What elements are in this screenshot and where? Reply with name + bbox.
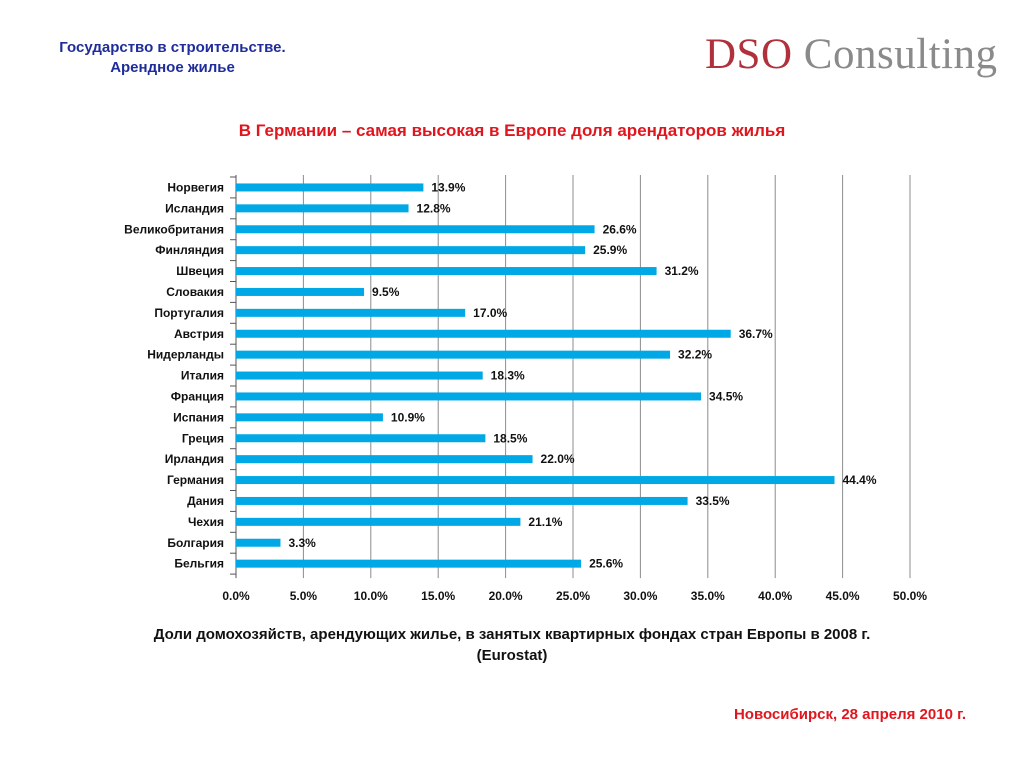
data-label: 22.0% [541, 452, 575, 466]
category-label: Австрия [174, 327, 224, 341]
category-label: Франция [171, 389, 224, 403]
logo-consulting: Consulting [803, 31, 998, 78]
bar [236, 517, 521, 526]
presentation-header: Государство в строительстве. Арендное жи… [0, 38, 345, 78]
category-label: Исландия [165, 201, 224, 215]
category-label: Словакия [166, 285, 224, 299]
data-label: 12.8% [417, 201, 451, 215]
header-line-1: Государство в строительстве. [59, 39, 286, 56]
slide-title: В Германии – самая высокая в Европе доля… [238, 121, 786, 140]
footer-date: Новосибирск, 28 апреля 2010 г. [733, 706, 966, 723]
data-label: 26.6% [603, 222, 637, 236]
category-label: Ирландия [165, 452, 224, 466]
category-label: Греция [182, 431, 224, 445]
category-label: Италия [181, 369, 224, 383]
bar [236, 308, 466, 317]
x-tick-label: 10.0% [354, 589, 388, 603]
x-tick-label: 0.0% [222, 589, 250, 603]
category-label: Португалия [154, 306, 224, 320]
x-tick-label: 25.0% [556, 589, 590, 603]
header-line-2: Арендное жилье [110, 59, 235, 76]
bar [236, 434, 486, 443]
caption-line-1: Доли домохозяйств, арендующих жилье, в з… [153, 626, 871, 643]
bar [236, 246, 586, 255]
dso-consulting-logo: DSO Consulting [705, 30, 998, 79]
bar [236, 287, 365, 296]
category-label: Финляндия [155, 243, 224, 257]
bar [236, 267, 657, 276]
data-label: 25.6% [589, 557, 623, 571]
data-label: 10.9% [391, 410, 425, 424]
category-label: Швеция [176, 264, 224, 278]
logo-dso: DSO [705, 31, 793, 78]
data-label: 18.3% [491, 369, 525, 383]
bar [236, 455, 533, 464]
category-label: Великобритания [124, 222, 224, 236]
bar [236, 559, 582, 568]
data-label: 34.5% [709, 389, 743, 403]
x-tick-label: 15.0% [421, 589, 455, 603]
data-label: 17.0% [473, 306, 507, 320]
category-label: Норвегия [167, 180, 224, 194]
x-tick-label: 35.0% [691, 589, 725, 603]
bar [236, 350, 671, 359]
category-label: Нидерланды [147, 348, 224, 362]
data-label: 32.2% [678, 348, 712, 362]
bar [236, 329, 731, 338]
bar [236, 476, 835, 485]
data-label: 21.1% [528, 515, 562, 529]
data-label: 25.9% [593, 243, 627, 257]
bar [236, 496, 688, 505]
category-label: Германия [167, 473, 224, 487]
data-label: 18.5% [493, 431, 527, 445]
data-label: 36.7% [739, 327, 773, 341]
category-label: Испания [173, 410, 224, 424]
bar [236, 204, 409, 213]
bar [236, 392, 702, 401]
data-label: 9.5% [372, 285, 400, 299]
bar-chart: 0.0% 5.0% 10.0% 15.0% 20.0% 25.0% 30.0% 35.0% 40… [124, 175, 927, 603]
caption-line-2: (Eurostat) [476, 647, 548, 664]
data-label: 44.4% [843, 473, 877, 487]
data-label: 3.3% [288, 536, 316, 550]
x-tick-label: 20.0% [489, 589, 523, 603]
bar [236, 183, 424, 192]
bar [236, 371, 483, 380]
bar [236, 225, 595, 234]
x-tick-label: 40.0% [758, 589, 792, 603]
bar [236, 413, 383, 422]
x-tick-label: 50.0% [893, 589, 927, 603]
category-label: Чехия [188, 515, 224, 529]
chart-caption: Доли домохозяйств, арендующих жилье, в з… [0, 624, 1024, 666]
x-tick-label: 30.0% [623, 589, 657, 603]
data-label: 33.5% [696, 494, 730, 508]
category-label: Дания [187, 494, 224, 508]
category-label: Бельгия [174, 557, 224, 571]
x-tick-label: 5.0% [290, 589, 318, 603]
x-tick-label: 45.0% [826, 589, 860, 603]
bar [236, 538, 281, 547]
category-label: Болгария [167, 536, 224, 550]
data-label: 13.9% [431, 180, 465, 194]
data-label: 31.2% [665, 264, 699, 278]
